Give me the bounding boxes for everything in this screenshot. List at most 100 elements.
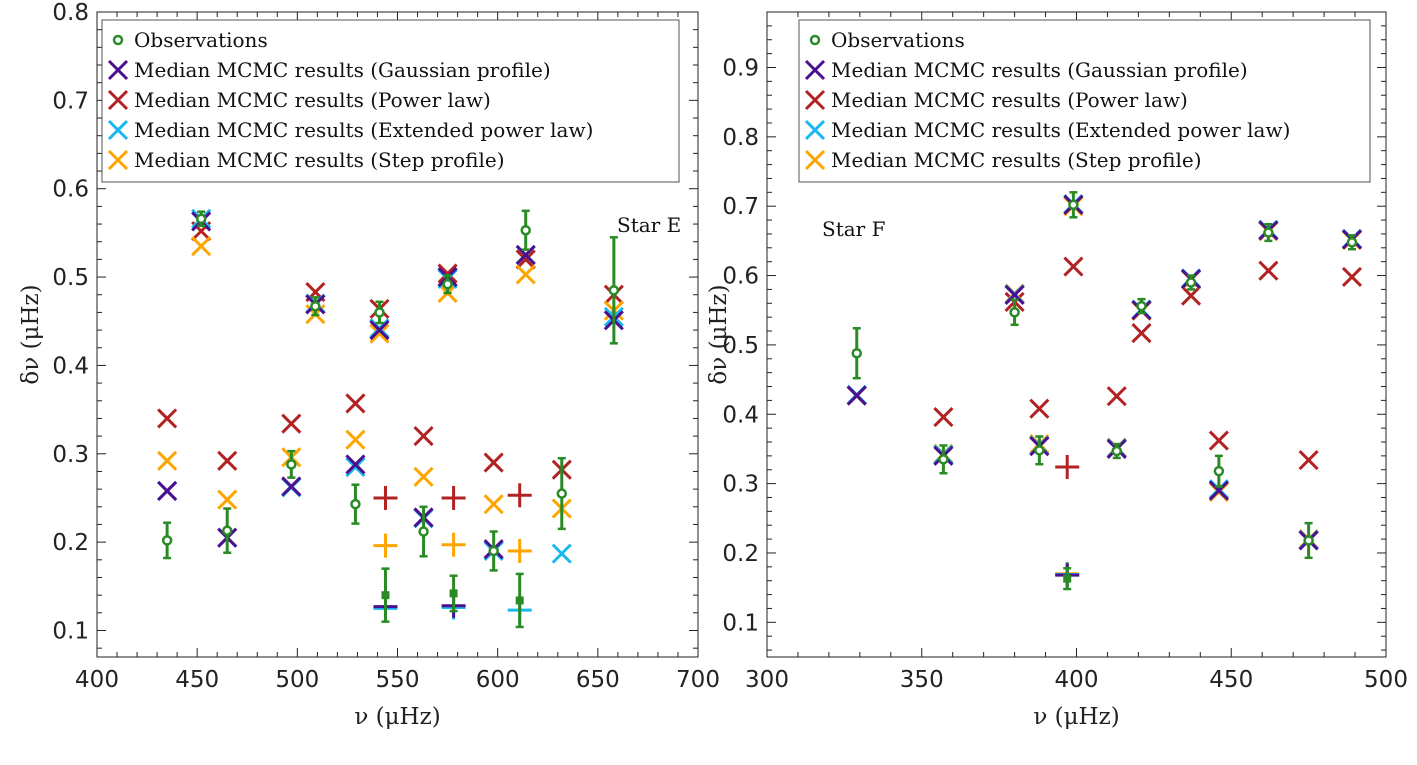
- y-tick-label: 0.1: [52, 618, 89, 644]
- legend-power-marker: [107, 89, 129, 111]
- observation-square-marker: [515, 596, 524, 605]
- observation-circle-marker: [1009, 307, 1020, 318]
- power-x-marker: [1131, 323, 1152, 344]
- power-x-marker: [1029, 398, 1050, 419]
- extended-x-marker: [551, 543, 572, 564]
- legend-observations-marker: [112, 34, 124, 46]
- legend-label-power: Median MCMC results (Power law): [134, 88, 491, 112]
- power-x-marker: [217, 450, 238, 471]
- y-tick-label: 0.2: [52, 530, 89, 556]
- x-tick-label: 500: [1364, 667, 1408, 693]
- step-x-marker: [515, 264, 536, 285]
- y-tick-label: 0.4: [722, 402, 759, 428]
- legend-label-observations: Observations: [134, 28, 268, 52]
- power-x-marker: [1208, 430, 1229, 451]
- observation-circle-marker: [442, 278, 453, 290]
- legend-label-extended: Median MCMC results (Extended power law): [831, 118, 1290, 142]
- observation-circle-marker: [195, 213, 207, 225]
- legend-extended-marker: [107, 119, 129, 141]
- chart-panel-2: 300 350 400 450 500 0.1 0.2 0.3 0.4 0.5 0.6 0.7 0.8 0…: [706, 11, 1408, 730]
- power-x-marker: [1341, 266, 1363, 287]
- y-tick-label: 0.6: [722, 264, 759, 290]
- gaussian-x-marker: [846, 385, 867, 406]
- y-axis-label: δν (μHz): [18, 284, 44, 384]
- observation-circle-marker: [556, 488, 568, 499]
- observation-circle-marker: [1111, 445, 1122, 457]
- observation-circle-marker: [221, 525, 233, 536]
- y-tick-label: 0.8: [52, 0, 89, 26]
- legend-box: [101, 19, 680, 183]
- gaussian-x-marker: [515, 244, 536, 266]
- y-tick-label: 0.8: [722, 125, 759, 151]
- y-tick-label: 0.3: [722, 472, 759, 498]
- legend-label-gaussian: Median MCMC results (Gaussian profile): [134, 58, 551, 82]
- x-tick-label: 450: [1209, 667, 1253, 693]
- legend-observations-marker: [809, 34, 821, 46]
- observation-circle-marker: [1303, 535, 1314, 546]
- extended-x-marker: [345, 456, 366, 478]
- x-tick-label: 300: [745, 667, 789, 693]
- legend-power-marker: [804, 89, 826, 111]
- star-label: Star E: [617, 213, 681, 237]
- x-tick-label: 400: [75, 667, 119, 693]
- observation-circle-marker: [1068, 199, 1079, 211]
- observation-square-marker: [1063, 574, 1072, 583]
- chart-panel-1: 400 450 500 550 600 650 700 0.1 0.2 0.3 0.4 0.5 0.6 0…: [18, 0, 720, 730]
- legend-step-marker: [804, 149, 826, 171]
- observation-circle-marker: [488, 545, 499, 557]
- legend-label-extended: Median MCMC results (Extended power law): [134, 118, 593, 142]
- x-axis-label: ν (μHz): [354, 704, 440, 730]
- x-tick-label: 450: [175, 667, 219, 693]
- gaussian-x-marker: [369, 320, 390, 341]
- legend: Observations Median MCMC results (Gaussia…: [798, 19, 1371, 183]
- observation-circle-marker: [1263, 227, 1274, 238]
- legend-label-power: Median MCMC results (Power law): [831, 88, 1188, 112]
- legend: Observations Median MCMC results (Gaussia…: [101, 19, 680, 183]
- power-x-marker: [933, 406, 954, 428]
- x-tick-label: 600: [476, 667, 520, 693]
- y-axis-label: δν (μHz): [706, 284, 732, 384]
- x-tick-label: 500: [275, 667, 319, 693]
- legend-label-gaussian: Median MCMC results (Gaussian profile): [831, 58, 1248, 82]
- legend-label-observations: Observations: [831, 28, 965, 52]
- gaussian-x-marker: [345, 454, 366, 475]
- x-axis-label: ν (μHz): [1033, 704, 1119, 730]
- observation-square-marker: [381, 591, 390, 600]
- legend-label-step: Median MCMC results (Step profile): [831, 148, 1202, 172]
- observation-circle-marker: [1136, 300, 1147, 312]
- observation-circle-marker: [374, 307, 385, 318]
- observation-circle-marker: [1213, 465, 1225, 477]
- y-tick-label: 0.7: [52, 88, 89, 114]
- y-tick-label: 0.6: [52, 177, 89, 203]
- legend-gaussian-marker: [804, 59, 826, 81]
- gaussian-x-marker: [157, 480, 178, 501]
- observation-circle-marker: [938, 454, 949, 465]
- power-x-marker: [413, 426, 434, 447]
- legend-step-marker: [107, 149, 129, 171]
- y-tick-label: 0.1: [722, 610, 759, 636]
- power-x-marker: [437, 263, 458, 284]
- step-x-marker: [157, 450, 178, 471]
- gaussian-x-marker: [1208, 480, 1229, 501]
- y-tick-label: 0.9: [722, 55, 759, 81]
- gaussian-x-marker: [281, 476, 302, 497]
- observation-circle-marker: [1185, 277, 1197, 288]
- y-tick-label: 0.3: [52, 442, 89, 468]
- observation-circle-marker: [1346, 237, 1358, 248]
- power-x-marker: [1298, 449, 1319, 471]
- legend-box: [798, 19, 1371, 183]
- observation-circle-marker: [350, 498, 361, 510]
- step-x-marker: [483, 494, 504, 515]
- observation-circle-marker: [286, 459, 297, 470]
- y-tick-label: 0.5: [52, 265, 89, 291]
- observation-circle-marker: [418, 526, 429, 537]
- power-x-marker: [1063, 256, 1084, 277]
- y-tick-label: 0.5: [722, 333, 759, 359]
- observation-circle-marker: [161, 535, 173, 546]
- x-tick-label: 550: [376, 667, 420, 693]
- power-x-marker: [1258, 260, 1279, 281]
- observation-square-marker: [449, 589, 458, 598]
- power-x-marker: [345, 393, 366, 414]
- power-x-marker: [1106, 386, 1127, 407]
